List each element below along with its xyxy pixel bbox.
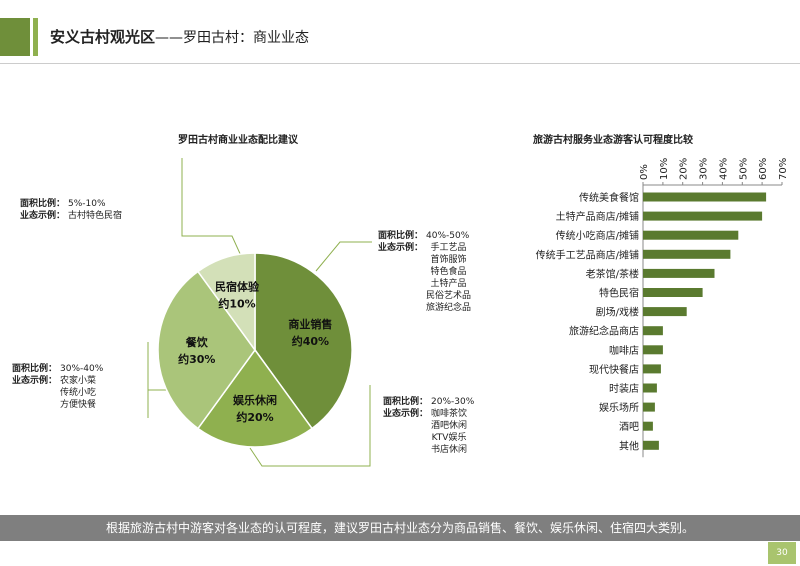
bar-8 bbox=[643, 326, 663, 336]
footer-banner: 根据旅游古村中游客对各业态的认可程度，建议罗田古村业态分为商品销售、餐饮、娱乐休… bbox=[0, 515, 800, 541]
page-number: 30 bbox=[768, 542, 796, 564]
bar-chart-title: 旅游古村服务业态游客认可程度比较 bbox=[533, 135, 693, 146]
pie-value-label-minsu: 约10% bbox=[218, 297, 255, 311]
bar-category-label: 土特产品商店/摊铺 bbox=[556, 210, 639, 223]
bar-category-label: 剧场/戏楼 bbox=[596, 306, 639, 319]
pie-slice-canyin bbox=[157, 270, 256, 430]
bar-category-label: 咖啡店 bbox=[609, 344, 639, 357]
bar-category-label: 现代快餐店 bbox=[589, 363, 639, 376]
callout-line-yule bbox=[249, 385, 371, 467]
bar-1 bbox=[643, 192, 767, 202]
bar-category-label: 老茶馆/茶楼 bbox=[586, 267, 639, 280]
pie-value-label-canyin: 约30% bbox=[178, 352, 215, 366]
annotation-shangye: 面积比例： 40%-50% 业态示例： 手工艺品 首饰服饰 特色食品 土特产品 民俗艺术品… bbox=[378, 231, 472, 313]
bar-13 bbox=[643, 421, 653, 431]
callout-line-minsu bbox=[181, 158, 243, 259]
bar-9 bbox=[643, 345, 663, 355]
pie-value-label-yule: 约20% bbox=[236, 410, 273, 424]
annotation-canyin: 面积比例： 30%-40% 业态示例： 农家小菜 传统小吃 方便快餐 bbox=[12, 364, 104, 410]
bar-tick-label: 30% bbox=[699, 158, 710, 180]
bar-7 bbox=[643, 307, 687, 317]
header-accent-stripe bbox=[33, 18, 38, 56]
bar-category-label: 酒吧 bbox=[619, 421, 639, 433]
bar-category-label: 旅游纪念品商店 bbox=[569, 325, 639, 338]
annotation-yule: 面积比例： 20%-30% 业态示例： 咖啡茶饮 酒吧休闲 KTV娱乐 书店休闲 bbox=[383, 397, 475, 455]
header-accent-block bbox=[0, 18, 30, 56]
bar-tick-label: 50% bbox=[738, 158, 749, 180]
bar-tick-label: 70% bbox=[778, 158, 789, 180]
bar-category-label: 传统美食餐馆 bbox=[579, 191, 639, 204]
bar-category-label: 传统小吃商店/摊铺 bbox=[556, 229, 639, 242]
pie-label-shangye: 商业销售 bbox=[288, 317, 332, 331]
bar-11 bbox=[643, 383, 657, 393]
bar-tick-label: 0% bbox=[639, 164, 650, 180]
bar-tick-label: 60% bbox=[758, 158, 769, 180]
pie-value-label-shangye: 约40% bbox=[292, 334, 329, 348]
pie-label-canyin: 餐饮 bbox=[185, 335, 209, 349]
bar-2 bbox=[643, 211, 763, 221]
pie-slice-shangye bbox=[254, 252, 353, 430]
bar-tick-label: 20% bbox=[679, 158, 690, 180]
pie-chart-title: 罗田古村商业业态配比建议 bbox=[178, 135, 298, 146]
bar-4 bbox=[643, 249, 731, 259]
bar-6 bbox=[643, 288, 703, 297]
annotation-minsu: 面积比例： 5%-10% 业态示例： 古村特色民宿 bbox=[20, 199, 123, 221]
bar-category-label: 传统手工艺品商店/摊铺 bbox=[536, 248, 639, 261]
bar-tick-label: 10% bbox=[659, 158, 670, 180]
pie-label-minsu: 民宿体验 bbox=[215, 280, 260, 294]
bar-tick-label: 40% bbox=[718, 158, 729, 180]
bar-10 bbox=[643, 364, 661, 374]
callout-line-shangye bbox=[315, 241, 372, 272]
bar-14 bbox=[643, 440, 659, 450]
bar-category-label: 娱乐场所 bbox=[599, 401, 639, 414]
header-divider bbox=[0, 63, 800, 64]
bar-category-label: 特色民宿 bbox=[599, 287, 639, 300]
bar-5 bbox=[643, 268, 715, 278]
pie-label-yule: 娱乐休闲 bbox=[233, 393, 277, 407]
pie-slice-yule bbox=[196, 348, 314, 448]
bar-12 bbox=[643, 402, 655, 412]
page-title: 安义古村观光区——罗田古村：商业业态 bbox=[50, 28, 310, 46]
bar-category-label: 其他 bbox=[619, 439, 639, 452]
callout-lines bbox=[147, 158, 372, 467]
bar-category-label: 时装店 bbox=[609, 382, 639, 395]
pie-slice-minsu bbox=[196, 252, 256, 353]
bar-3 bbox=[643, 230, 739, 240]
